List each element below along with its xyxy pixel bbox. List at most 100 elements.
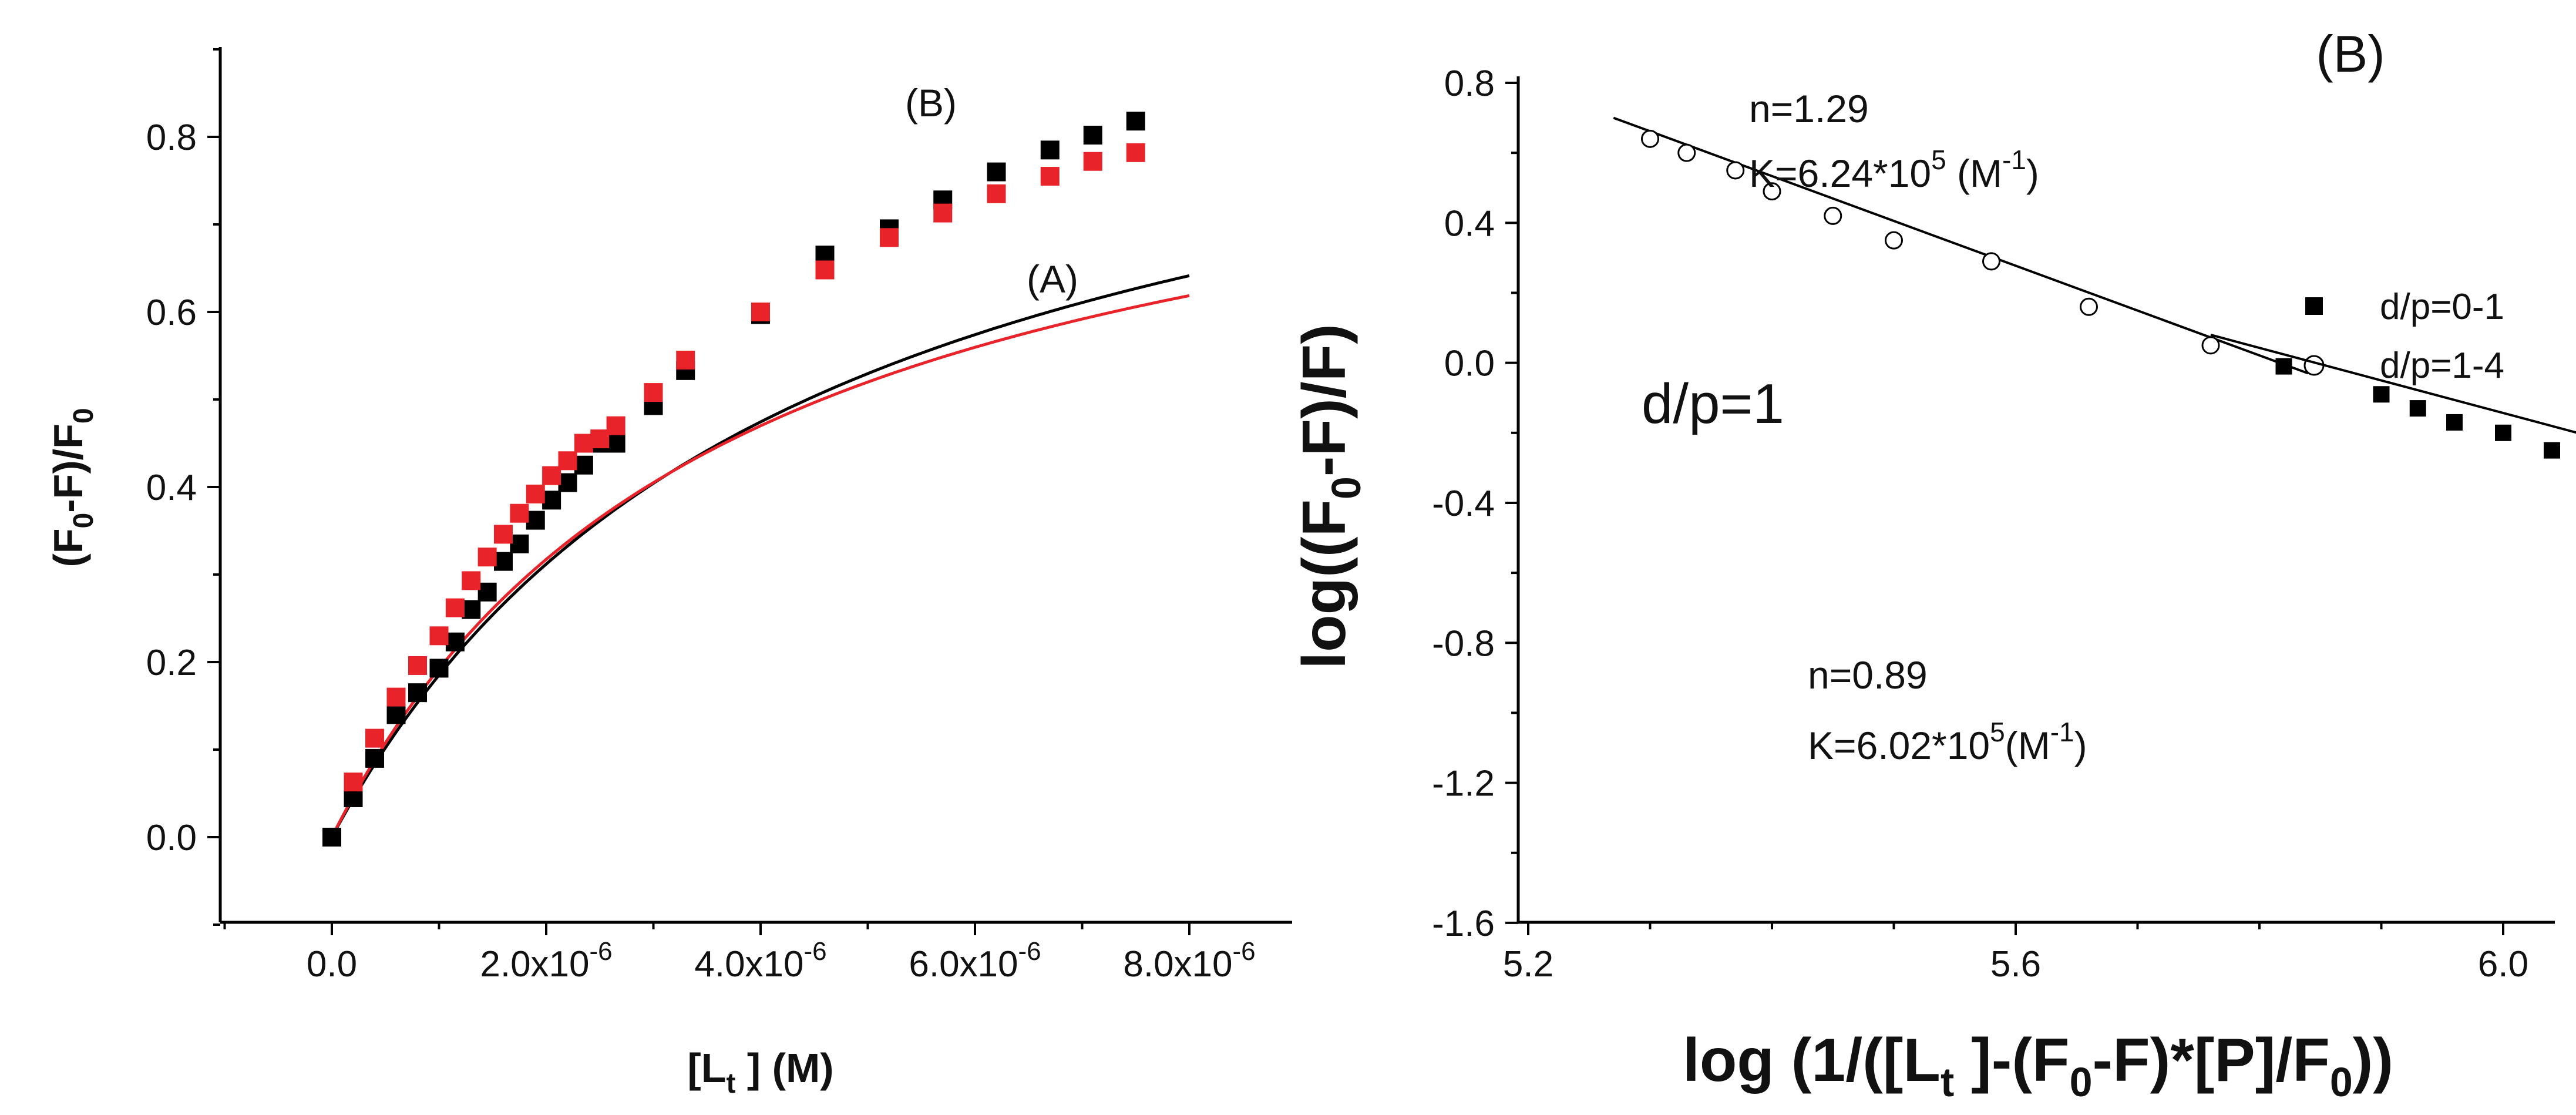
- right-panel: 5.25.66.06.46.87.20.80.40.0-0.4-0.8-1.2-…: [1290, 25, 2576, 1105]
- left-data-point: [429, 659, 449, 678]
- left-data-point: [462, 600, 481, 619]
- legend: d/p=0-1 d/p=1-4: [2303, 287, 2504, 386]
- left-data-point: [462, 571, 481, 590]
- left-data-point: [987, 184, 1006, 203]
- left-data-point: [494, 525, 513, 544]
- upper-fit-n: n=1.29: [1749, 87, 1869, 130]
- left-data-point: [344, 773, 363, 792]
- left-data-point: [644, 383, 663, 402]
- left-y-tick-label: 0.2: [146, 643, 197, 683]
- right-data-point-circle: [2201, 336, 2220, 355]
- left-data-point: [344, 788, 363, 807]
- right-y-tick-label: -1.6: [1432, 904, 1495, 944]
- left-x-tick-label: 4.0x10-6: [694, 937, 826, 985]
- legend-marker-open-circle: [2303, 355, 2325, 376]
- left-data-point: [987, 162, 1006, 182]
- left-x-axis-label: [Lt ] (M): [687, 1045, 833, 1099]
- left-data-point: [477, 548, 497, 567]
- right-data-points: [1641, 129, 2560, 459]
- upper-fit-k: K=6.24*105 (M-1): [1749, 145, 2039, 195]
- right-data-point-circle: [1885, 231, 1903, 250]
- lower-fit-n: n=0.89: [1808, 653, 1928, 697]
- left-data-point: [815, 260, 835, 280]
- left-data-point: [1083, 126, 1102, 145]
- left-y-tick-label: 0.6: [146, 293, 197, 333]
- left-data-point: [445, 632, 465, 651]
- left-data-point: [574, 434, 593, 453]
- left-data-point: [751, 303, 770, 321]
- right-fit-lines: [1613, 116, 2576, 434]
- legend-marker-filled-square: [2305, 297, 2323, 315]
- left-y-tick-label: 0.4: [146, 468, 197, 508]
- left-data-points: [322, 112, 1145, 847]
- left-data-point: [477, 582, 497, 602]
- right-x-tick-label: 5.6: [1990, 944, 2041, 985]
- right-panel-title: (B): [2316, 25, 2385, 83]
- legend-label-dp-1-4: d/p=1-4: [2380, 345, 2504, 386]
- left-data-point: [1126, 143, 1145, 162]
- left-data-point: [365, 748, 384, 768]
- right-data-point-circle: [2080, 297, 2098, 316]
- right-y-axis-label: log((F0-F)/F): [1290, 324, 1369, 669]
- left-y-axis-label: (F0-F)/F0: [45, 408, 99, 567]
- left-data-point: [526, 511, 545, 530]
- right-y-tick-label: 0.4: [1444, 203, 1495, 244]
- right-x-tick-label: 6.0: [2478, 944, 2528, 985]
- left-data-point: [933, 203, 953, 223]
- left-ticks: 0.0 2.0x10-6 4.0x10-6 6.0x10-6 8.0x10-6 0.0 0.…: [146, 48, 1256, 985]
- left-x-tick-label: 8.0x10-6: [1123, 937, 1255, 985]
- left-data-point: [676, 350, 695, 370]
- right-y-tick-label: -0.4: [1432, 483, 1495, 524]
- left-data-point: [558, 473, 577, 492]
- right-data-point-square: [2409, 400, 2426, 417]
- left-data-point: [408, 656, 427, 675]
- left-fit-curve: [330, 294, 1190, 838]
- right-data-point-circle: [1982, 252, 2000, 271]
- left-data-point: [494, 552, 513, 571]
- left-data-point: [445, 598, 465, 617]
- right-data-point-square: [2544, 442, 2560, 459]
- left-data-point: [606, 416, 625, 435]
- left-x-tick-label: 6.0x10-6: [909, 937, 1041, 985]
- left-data-point: [429, 626, 449, 646]
- right-fit-line: [1613, 116, 2309, 375]
- left-data-point: [590, 429, 610, 449]
- left-data-point: [322, 828, 341, 847]
- right-fit-line: [2210, 334, 2576, 434]
- left-data-point: [606, 434, 625, 453]
- right-data-point-circle: [1677, 143, 1696, 162]
- left-data-point: [1040, 140, 1060, 160]
- right-x-axis-label: log (1/([Lt ]-(F0-F)*[P]/F0)): [1683, 1026, 2393, 1105]
- left-y-tick-label: 0.0: [146, 818, 197, 858]
- right-y-tick-label: 0.0: [1444, 344, 1495, 384]
- left-panel: 0.0 2.0x10-6 4.0x10-6 6.0x10-6 8.0x10-6 0.0 0.…: [45, 47, 1292, 1099]
- left-data-point: [510, 503, 529, 523]
- left-data-point: [542, 491, 561, 510]
- right-y-tick-label: 0.8: [1444, 63, 1495, 104]
- left-annotation-b: (B): [905, 81, 957, 125]
- left-data-point: [542, 466, 561, 485]
- right-y-tick-label: -0.8: [1432, 623, 1495, 664]
- right-x-tick-label: 5.2: [1503, 944, 1553, 985]
- left-data-point: [510, 534, 529, 553]
- left-annotation-a: (A): [1027, 257, 1078, 301]
- legend-label-dp-0-1: d/p=0-1: [2380, 287, 2504, 327]
- left-data-point: [526, 484, 545, 503]
- right-data-point-square: [2446, 414, 2463, 431]
- left-data-point: [365, 728, 384, 748]
- right-data-point-circle: [1763, 182, 1781, 201]
- left-y-tick-label: 0.8: [146, 117, 197, 158]
- left-fit-curve: [330, 274, 1190, 838]
- dp-breakpoint-label: d/p=1: [1642, 372, 1784, 435]
- left-data-point: [1083, 152, 1102, 171]
- right-y-tick-label: -1.2: [1432, 764, 1495, 804]
- left-data-point: [1126, 112, 1145, 131]
- left-data-point: [408, 683, 427, 703]
- left-x-tick-label: 2.0x10-6: [480, 937, 612, 985]
- left-x-tick-label: 0.0: [307, 944, 357, 985]
- left-data-point: [1040, 167, 1060, 186]
- right-ticks: 5.25.66.06.46.87.20.80.40.0-0.4-0.8-1.2-…: [1432, 63, 2528, 985]
- lower-fit-k: K=6.02*105(M-1): [1808, 717, 2087, 767]
- left-data-point: [880, 228, 899, 247]
